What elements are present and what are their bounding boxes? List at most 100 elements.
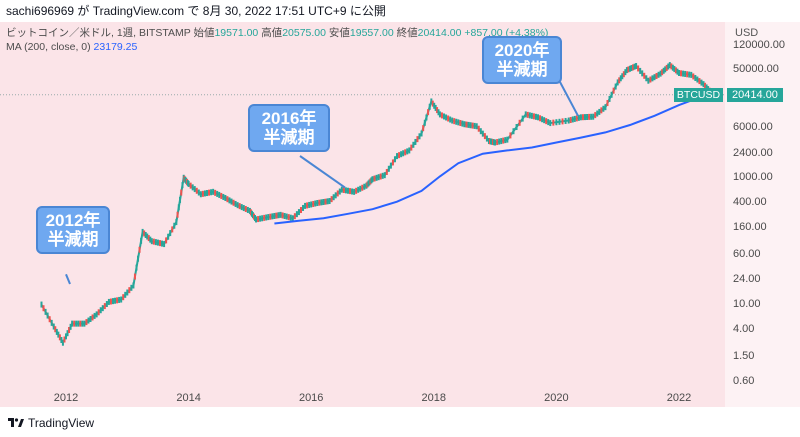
price-candle (248, 207, 251, 214)
price-candle (285, 213, 288, 220)
price-candle (692, 73, 695, 80)
price-candle (678, 69, 680, 76)
price-candle (310, 201, 313, 208)
price-candle (249, 209, 252, 216)
price-axis[interactable]: 120000.00 50000.00 6000.00 2400.00 1000.00 40… (725, 22, 800, 407)
price-candle (416, 136, 419, 143)
price-candle (342, 187, 345, 194)
y-tick-label: 24.00 (733, 273, 761, 286)
price-candle (150, 238, 153, 245)
price-candle (137, 255, 140, 262)
price-candle (275, 212, 278, 219)
price-candle (81, 320, 84, 327)
price-candle (575, 115, 578, 122)
y-tick-label: 160.00 (733, 221, 767, 234)
price-candle (330, 196, 333, 203)
legend-ma-row: MA (200, close, 0) 23179.25 (6, 40, 548, 54)
price-candle (420, 130, 423, 137)
price-candle (682, 70, 685, 77)
price-candle (465, 121, 468, 128)
callout-pointer (299, 155, 346, 189)
price-candle (665, 64, 668, 71)
price-candle (251, 212, 254, 219)
price-candle (60, 337, 63, 344)
price-candle (54, 326, 57, 333)
x-tick-label: 2016 (298, 392, 324, 404)
price-candle (627, 66, 630, 73)
tradingview-logo[interactable]: TradingView (8, 416, 94, 430)
price-candle (579, 114, 582, 121)
price-candle (670, 63, 673, 70)
price-candle (628, 65, 631, 72)
legend-ohlc-row: ビットコイン／米ドル, 1週, BITSTAMP 始値19571.00 高値20… (6, 26, 548, 40)
price-candle (651, 75, 654, 82)
price-candle (287, 214, 290, 221)
chart-plot-area[interactable]: ビットコイン／米ドル, 1週, BITSTAMP 始値19571.00 高値20… (0, 22, 725, 407)
price-candle (318, 199, 321, 206)
price-candle (187, 180, 190, 187)
price-candle (147, 235, 150, 242)
price-candle (367, 180, 370, 187)
x-tick-label: 2022 (666, 392, 692, 404)
price-candle (173, 222, 176, 229)
price-candle (598, 108, 601, 115)
price-candle (594, 112, 597, 119)
price-candle (410, 144, 413, 151)
price-candle (61, 339, 64, 346)
price-candle (97, 309, 100, 316)
price-candle (379, 173, 382, 180)
price-candle (504, 137, 507, 144)
price-candle (532, 113, 535, 120)
price-candle (361, 184, 364, 191)
price-candle (616, 79, 619, 86)
price-candle (101, 305, 104, 312)
price-candle (506, 136, 509, 143)
price-candle (584, 114, 587, 121)
price-candle (234, 200, 237, 207)
y-tick-label: 1.50 (733, 349, 755, 362)
price-candle (250, 210, 253, 217)
price-candle (306, 202, 309, 209)
price-candle (351, 188, 354, 195)
price-candle (57, 331, 60, 338)
price-candle (588, 113, 591, 120)
callout-2012-line2: 半減期 (47, 230, 99, 249)
price-candle (381, 172, 384, 179)
price-candle (610, 91, 613, 98)
price-candle (437, 109, 440, 116)
price-candle (50, 319, 53, 326)
price-candle (622, 71, 625, 78)
price-candle (353, 188, 356, 195)
price-candle (630, 65, 633, 72)
price-candle (363, 183, 366, 190)
price-candle (244, 206, 247, 213)
price-candle (600, 107, 603, 114)
price-candle (427, 109, 430, 116)
price-candle (176, 211, 179, 218)
price-candle (66, 330, 69, 337)
y-tick-label: 6000.00 (733, 121, 773, 134)
price-candle (604, 104, 607, 111)
price-candle (83, 320, 86, 327)
price-candle (534, 113, 537, 120)
callout-2016-halving: 2016年 半減期 (248, 104, 330, 152)
price-candle (667, 63, 670, 70)
price-candle (316, 200, 319, 207)
price-candle (408, 147, 411, 154)
tradingview-logo-icon (8, 418, 24, 427)
price-candle (44, 308, 47, 315)
price-candle (561, 118, 564, 125)
price-candle (242, 205, 245, 212)
price-candle (143, 230, 146, 237)
y-tick-label: 4.00 (733, 322, 755, 335)
price-candle (269, 213, 272, 220)
legend-low-label: 安値 (328, 27, 350, 39)
price-candle (400, 151, 403, 158)
price-candle (368, 179, 371, 186)
price-candle (214, 189, 217, 196)
price-candle (107, 298, 110, 305)
price-candle (659, 70, 662, 77)
price-candle (434, 104, 437, 111)
price-candle (73, 320, 76, 327)
price-candle (365, 182, 368, 189)
